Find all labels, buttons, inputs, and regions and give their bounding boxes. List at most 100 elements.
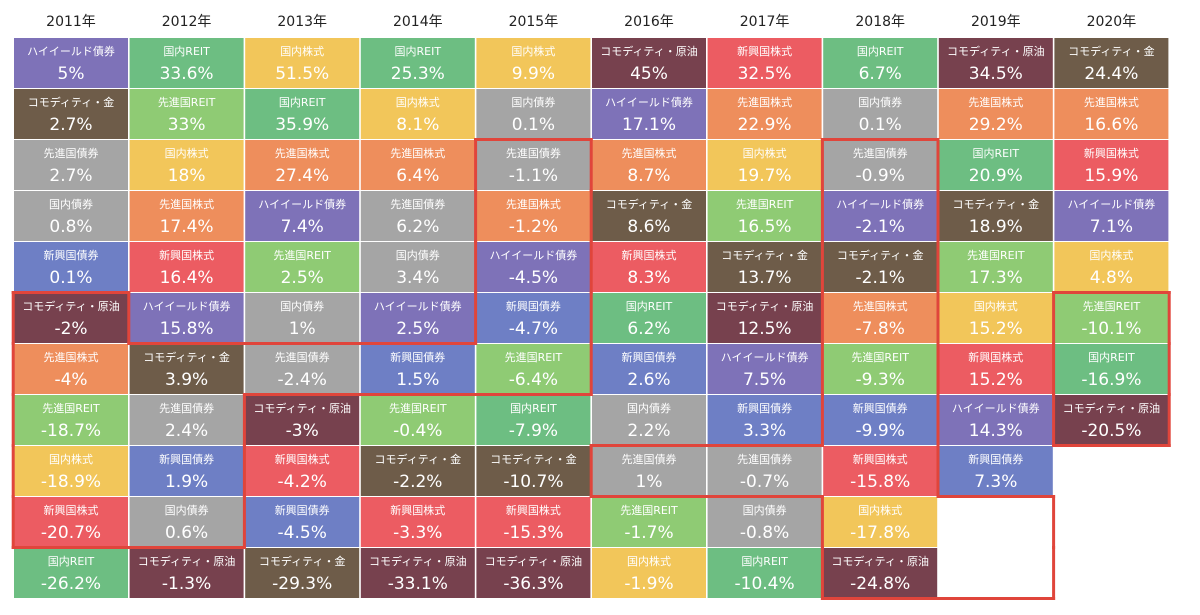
return-value-label: 33.6% xyxy=(160,64,214,84)
ranking-cell: 新興国債券 -4.7% xyxy=(476,293,591,343)
cell-background xyxy=(360,497,475,547)
return-value-label: -0.4% xyxy=(393,421,442,441)
asset-name-label: コモディティ・原油 xyxy=(600,44,698,58)
return-value-label: -1.2% xyxy=(509,217,558,237)
return-value-label: 3.3% xyxy=(743,421,786,441)
asset-name-label: コモディティ・金 xyxy=(606,197,693,211)
ranking-cell: 新興国債券 -9.9% xyxy=(823,395,938,445)
cell-background xyxy=(707,548,822,598)
cell-background xyxy=(14,38,128,88)
asset-name-label: 新興国株式 xyxy=(968,350,1023,364)
cell-background xyxy=(360,191,475,241)
return-value-label: 1.9% xyxy=(165,472,208,492)
asset-name-label: 新興国債券 xyxy=(44,248,99,262)
ranking-cell: 新興国債券 2.6% xyxy=(592,344,706,394)
cell-background xyxy=(592,191,706,241)
cell-background xyxy=(938,293,1053,343)
ranking-cell: コモディティ・金 13.7% xyxy=(707,242,822,292)
return-value-label: 7.1% xyxy=(1090,217,1133,237)
asset-name-label: 国内REIT xyxy=(626,299,673,313)
asset-name-label: コモディティ・金 xyxy=(143,350,230,364)
cell-background xyxy=(14,293,128,343)
cell-background xyxy=(476,242,591,292)
cell-background xyxy=(707,293,822,343)
ranking-cell: コモディティ・金 -10.7% xyxy=(476,446,591,496)
return-value-label: -7.8% xyxy=(856,319,905,339)
ranking-cell: 先進国REIT -18.7% xyxy=(14,395,128,445)
year-label: 2014年 xyxy=(393,14,443,30)
cell-background xyxy=(1054,191,1169,241)
return-value-label: 18% xyxy=(168,166,206,186)
ranking-cell: ハイイールド債券 7.1% xyxy=(1054,191,1169,241)
cell-background xyxy=(476,89,591,139)
asset-name-label: 新興国株式 xyxy=(1084,146,1139,160)
ranking-cell: 国内債券 -0.8% xyxy=(707,497,822,547)
cell-background xyxy=(245,344,360,394)
cell-background xyxy=(592,446,706,496)
cell-background xyxy=(707,89,822,139)
return-value-label: 2.2% xyxy=(627,421,670,441)
cell-background xyxy=(592,140,706,190)
ranking-cell: 国内REIT 20.9% xyxy=(938,140,1053,190)
return-value-label: 0.1% xyxy=(512,115,555,135)
ranking-cell: 国内債券 0.8% xyxy=(14,191,128,241)
cell-background xyxy=(823,497,938,547)
cell-background xyxy=(938,191,1053,241)
asset-name-label: 先進国株式 xyxy=(275,146,330,160)
ranking-cell: コモディティ・金 2.7% xyxy=(14,89,128,139)
cell-background xyxy=(1054,140,1169,190)
asset-name-label: コモディティ・金 xyxy=(837,248,924,262)
cell-background xyxy=(360,38,475,88)
return-value-label: 6.2% xyxy=(396,217,439,237)
asset-name-label: ハイイールド債券 xyxy=(143,299,231,313)
cell-background xyxy=(1054,242,1169,292)
cell-background xyxy=(1054,395,1169,445)
ranking-cell: コモディティ・金 -29.3% xyxy=(245,548,360,598)
ranking-cell: 先進国債券 1% xyxy=(592,446,706,496)
return-value-label: -9.3% xyxy=(856,370,905,390)
cell-background xyxy=(245,140,360,190)
ranking-cell: 新興国株式 -20.7% xyxy=(14,497,128,547)
cell-background xyxy=(707,395,822,445)
return-value-label: 17.1% xyxy=(622,115,676,135)
asset-name-label: 新興国債券 xyxy=(275,503,330,517)
cell-background xyxy=(245,191,360,241)
asset-name-label: 先進国債券 xyxy=(853,146,908,160)
return-value-label: -2% xyxy=(54,319,87,339)
return-value-label: -4.7% xyxy=(509,319,558,339)
return-value-label: -16.9% xyxy=(1081,370,1141,390)
ranking-cell: 国内株式 -1.9% xyxy=(592,548,706,598)
ranking-cell: 国内株式 -17.8% xyxy=(823,497,938,547)
asset-name-label: コモディティ・原油 xyxy=(485,554,583,568)
asset-name-label: 先進国株式 xyxy=(44,350,99,364)
return-value-label: 6.2% xyxy=(627,319,670,339)
cell-background xyxy=(938,344,1053,394)
cell-background xyxy=(14,548,128,598)
return-value-label: -33.1% xyxy=(388,574,448,594)
asset-name-label: 新興国債券 xyxy=(506,299,561,313)
ranking-cell: 国内債券 0.1% xyxy=(823,89,938,139)
cell-background xyxy=(129,344,244,394)
return-value-label: -4.5% xyxy=(509,268,558,288)
asset-name-label: 新興国株式 xyxy=(506,503,561,517)
ranking-cell: 先進国株式 27.4% xyxy=(245,140,360,190)
ranking-cell: コモディティ・原油 -33.1% xyxy=(360,548,475,598)
return-value-label: 20.9% xyxy=(969,166,1023,186)
cell-background xyxy=(1054,293,1169,343)
cell-background xyxy=(360,293,475,343)
asset-name-label: コモディティ・原油 xyxy=(716,299,814,313)
return-value-label: 15.2% xyxy=(969,370,1023,390)
cell-background xyxy=(129,293,244,343)
ranking-cell: 先進国株式 17.4% xyxy=(129,191,244,241)
return-value-label: -1.1% xyxy=(509,166,558,186)
return-value-label: -0.8% xyxy=(740,523,789,543)
cell-background xyxy=(476,344,591,394)
ranking-cell: 先進国債券 -1.1% xyxy=(476,140,591,190)
return-value-label: 7.3% xyxy=(974,472,1017,492)
asset-name-label: 新興国株式 xyxy=(159,248,214,262)
ranking-cell: コモディティ・原油 -20.5% xyxy=(1054,395,1169,445)
ranking-cell: コモディティ・金 18.9% xyxy=(938,191,1053,241)
return-value-label: 6.7% xyxy=(859,64,902,84)
ranking-cell: 国内REIT -26.2% xyxy=(14,548,128,598)
